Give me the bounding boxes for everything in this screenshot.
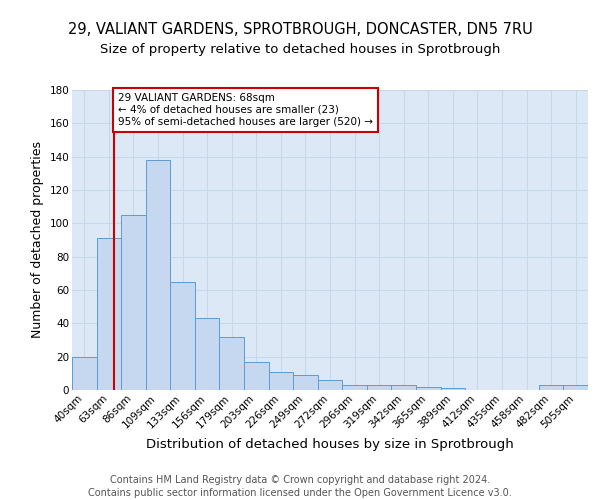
Bar [416, 386, 440, 390]
Text: 29, VALIANT GARDENS, SPROTBROUGH, DONCASTER, DN5 7RU: 29, VALIANT GARDENS, SPROTBROUGH, DONCAS… [68, 22, 532, 38]
Bar [318, 380, 342, 390]
Bar [121, 215, 146, 390]
Bar [170, 282, 195, 390]
Bar [72, 356, 97, 390]
Bar [367, 385, 391, 390]
Text: 29 VALIANT GARDENS: 68sqm
← 4% of detached houses are smaller (23)
95% of semi-d: 29 VALIANT GARDENS: 68sqm ← 4% of detach… [118, 94, 373, 126]
Bar [269, 372, 293, 390]
Bar [97, 238, 121, 390]
Bar [220, 336, 244, 390]
Bar [440, 388, 465, 390]
Bar [563, 385, 588, 390]
X-axis label: Distribution of detached houses by size in Sprotbrough: Distribution of detached houses by size … [146, 438, 514, 451]
Bar [146, 160, 170, 390]
Text: Contains HM Land Registry data © Crown copyright and database right 2024.: Contains HM Land Registry data © Crown c… [110, 475, 490, 485]
Bar [244, 362, 269, 390]
Bar [539, 385, 563, 390]
Y-axis label: Number of detached properties: Number of detached properties [31, 142, 44, 338]
Bar [293, 375, 318, 390]
Bar [195, 318, 220, 390]
Text: Contains public sector information licensed under the Open Government Licence v3: Contains public sector information licen… [88, 488, 512, 498]
Bar [342, 385, 367, 390]
Text: Size of property relative to detached houses in Sprotbrough: Size of property relative to detached ho… [100, 42, 500, 56]
Bar [391, 385, 416, 390]
